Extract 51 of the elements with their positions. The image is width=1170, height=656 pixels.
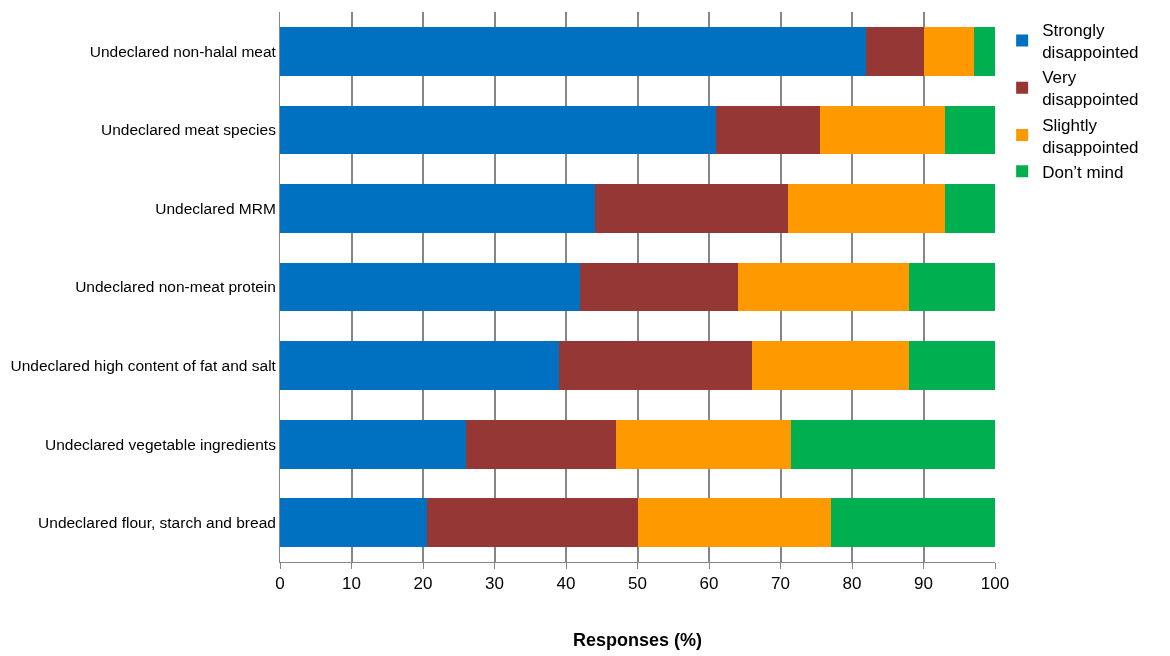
bar (973, 26, 995, 76)
bar (465, 419, 617, 469)
bar (280, 498, 427, 548)
x-axis-title: Responses (%) (572, 629, 703, 650)
x-tick-label: 70 (771, 574, 790, 594)
x-tick-label: 40 (556, 574, 576, 594)
y-tick-label: Undeclared meat species (100, 121, 277, 139)
x-tick-label: 90 (914, 574, 933, 594)
legend-label: Slightly disappointed (1042, 115, 1139, 157)
x-tick-label: 80 (842, 574, 862, 594)
y-tick-label: Undeclared non-halal meat (89, 42, 277, 60)
x-tick-label: 10 (342, 574, 361, 594)
bar (909, 262, 995, 312)
bar (426, 498, 638, 548)
bar (944, 105, 995, 155)
legend-label: Strongly disappointed (1042, 21, 1139, 63)
bar (819, 105, 945, 155)
bar (737, 262, 910, 312)
bar (280, 341, 559, 390)
bar (616, 419, 792, 469)
bar (751, 341, 910, 390)
bar (923, 26, 974, 76)
x-tick-label: 20 (413, 574, 433, 594)
bar (944, 184, 995, 233)
bar (909, 341, 995, 390)
legend-label: Very disappointed (1042, 68, 1139, 110)
y-tick-label: Undeclared non-meat protein (75, 278, 276, 296)
y-tick-label: Undeclared vegetable ingredients (44, 435, 277, 453)
bar (280, 419, 466, 469)
x-tick-label: 60 (699, 574, 719, 594)
y-tick-label: Undeclared high content of fat and salt (10, 356, 277, 374)
x-tick-label: 30 (485, 574, 504, 594)
bar (637, 498, 831, 548)
x-tick-label: 50 (628, 574, 647, 594)
bar (580, 262, 738, 312)
bar (280, 26, 867, 76)
x-tick-label: 100 (980, 574, 1010, 594)
bar (594, 184, 788, 233)
bar (280, 262, 581, 312)
bar (716, 105, 820, 155)
bar (558, 341, 752, 390)
y-tick-label: Undeclared flour, starch and bread (38, 514, 276, 532)
bar (830, 498, 995, 548)
bar (280, 105, 717, 155)
y-tick-label: Undeclared MRM (155, 199, 276, 217)
legend-label: Don’t mind (1042, 162, 1124, 182)
bar (866, 26, 924, 76)
bar (280, 184, 595, 233)
bar (791, 419, 995, 469)
bar (787, 184, 945, 233)
x-tick-label: 0 (275, 574, 285, 594)
